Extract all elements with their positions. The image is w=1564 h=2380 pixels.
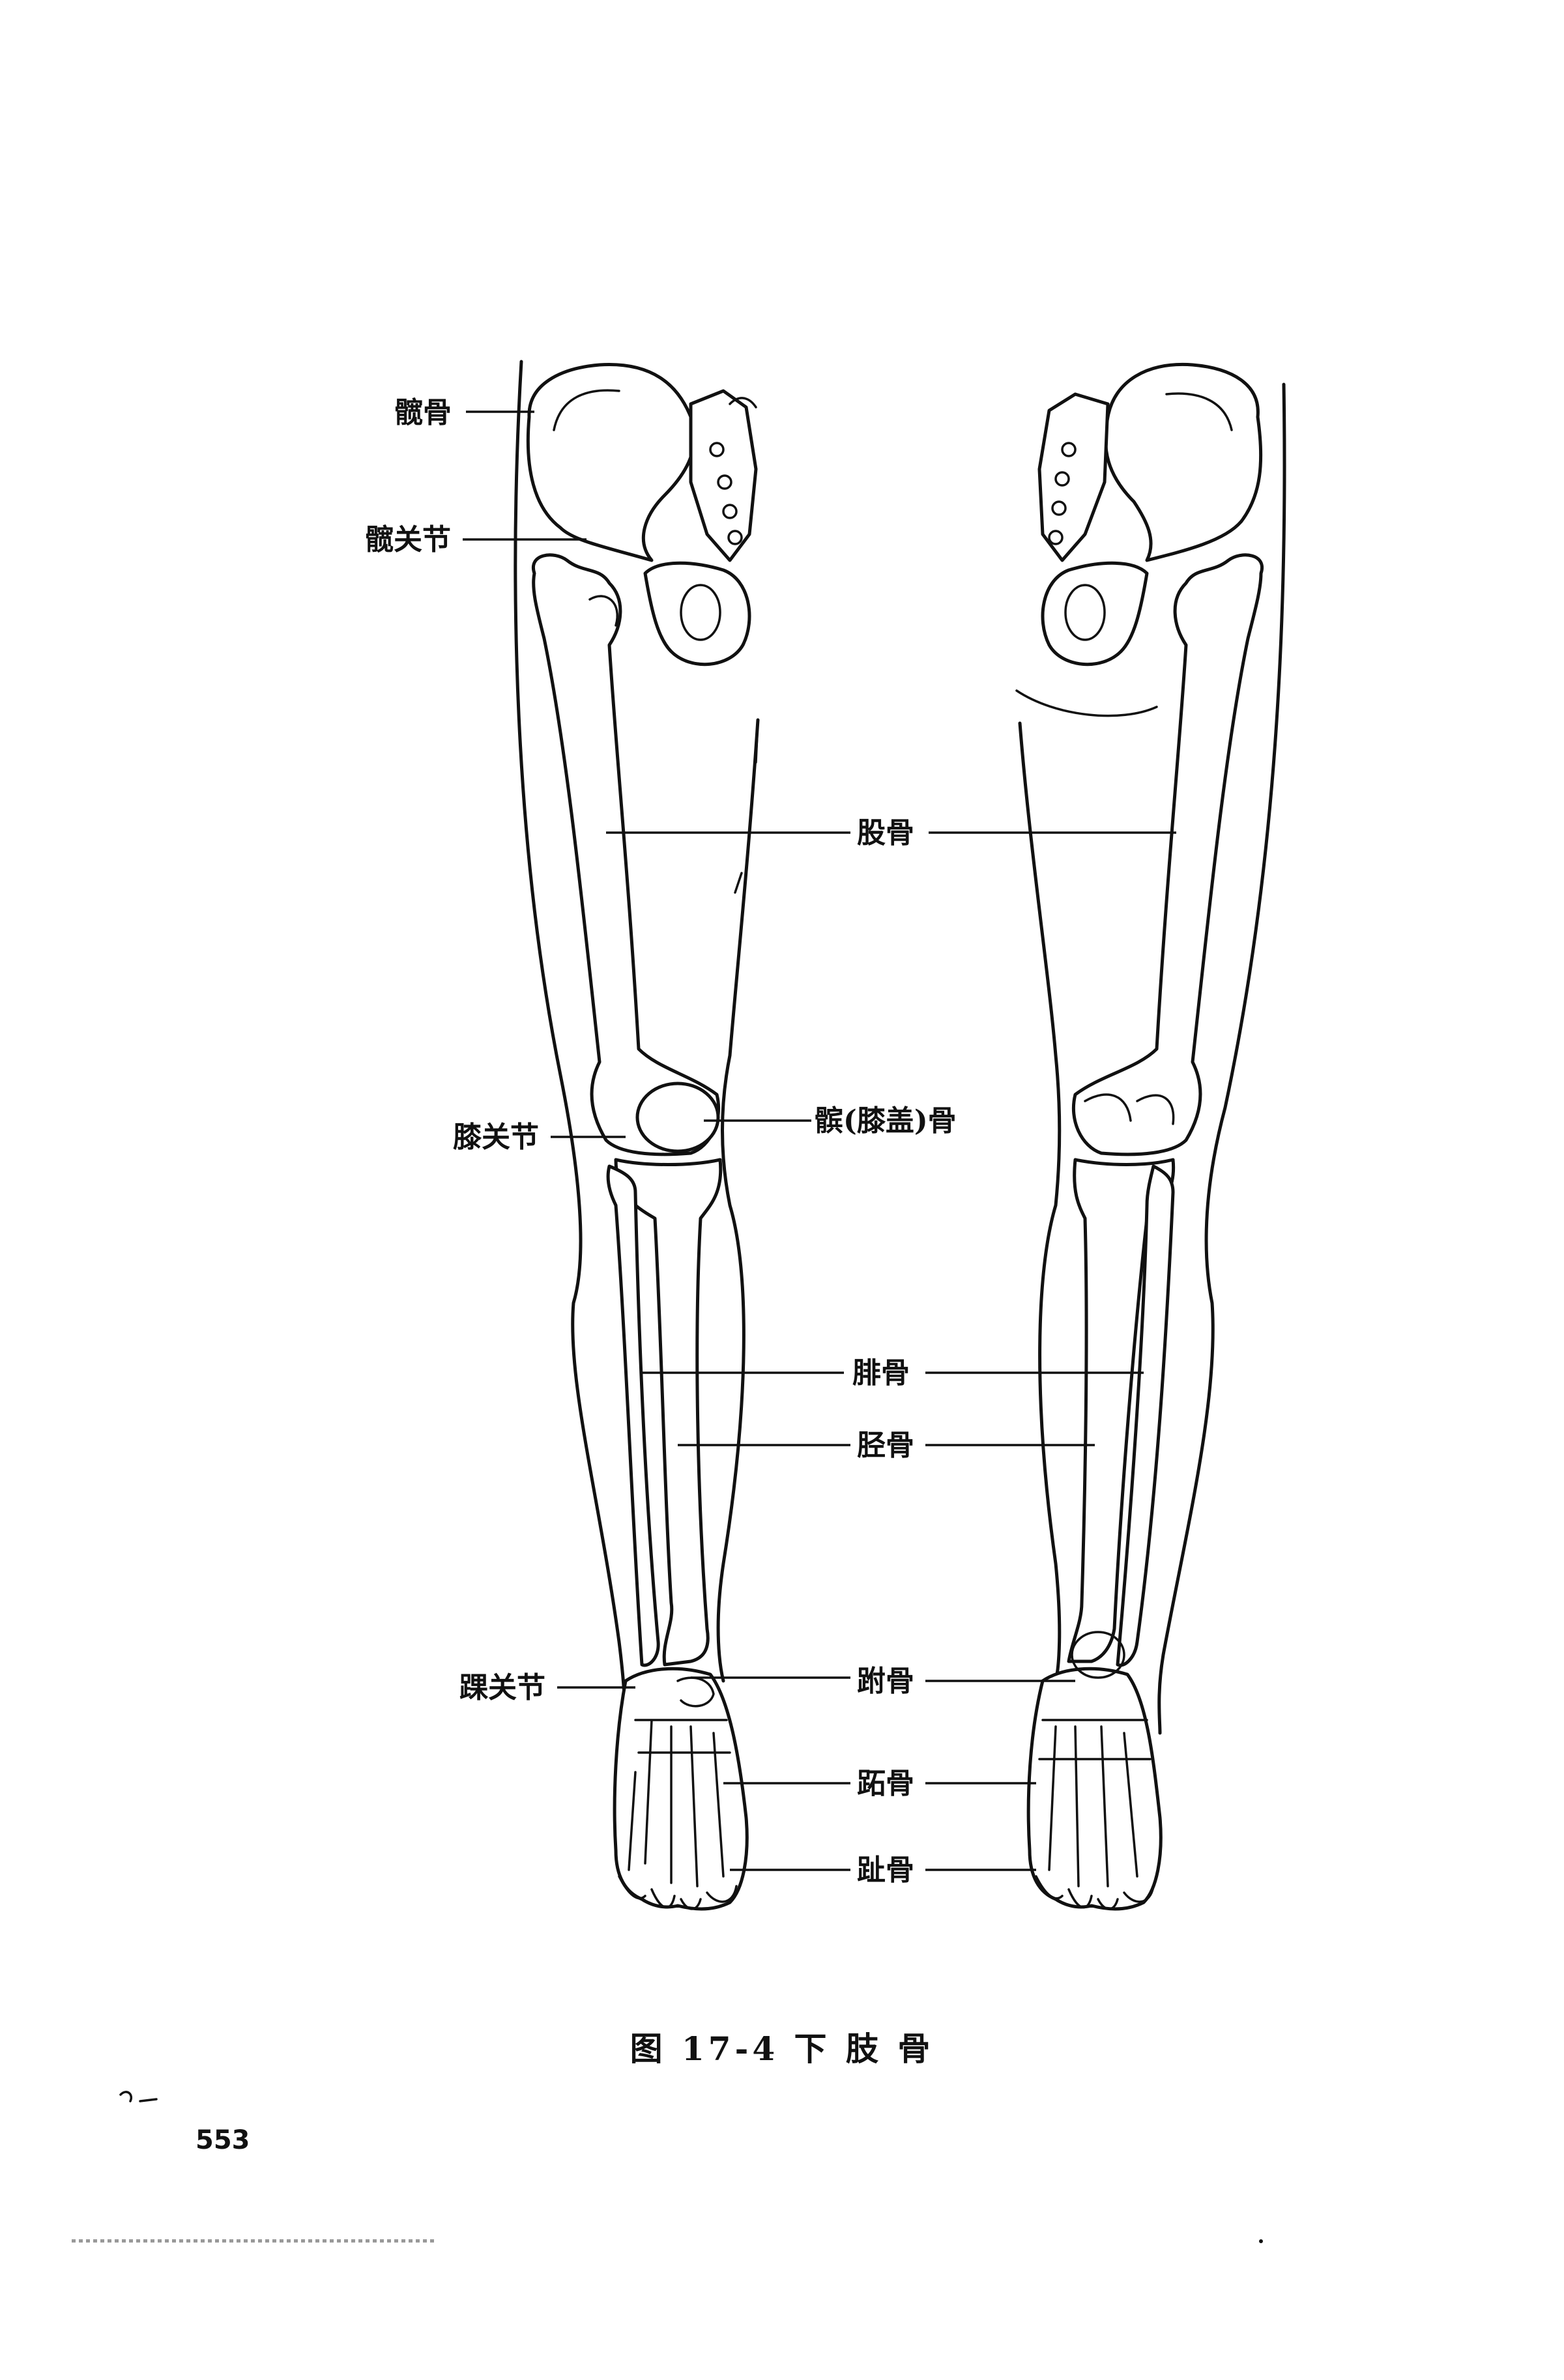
- label-ilium: 髋骨: [394, 396, 452, 429]
- left-ilium: [526, 363, 697, 562]
- page-number: 553: [195, 2125, 250, 2155]
- label-ankle-joint: 踝关节: [459, 1671, 545, 1704]
- leader-lines: [463, 410, 1176, 1871]
- label-femur: 股骨: [857, 816, 914, 850]
- label-patella: 髌(膝盖)骨: [815, 1104, 957, 1138]
- label-knee-joint: 膝关节: [453, 1121, 539, 1154]
- right-foot: [1026, 1667, 1163, 1911]
- right-femur: [1071, 553, 1264, 1156]
- left-leg-outer-outline: [514, 360, 628, 1722]
- right-pubis: [1041, 561, 1149, 667]
- right-leg-drawing: [1015, 362, 1286, 1911]
- left-foot: [613, 1667, 749, 1911]
- label-metatarsals: 跖骨: [857, 1767, 914, 1800]
- label-tarsals: 跗骨: [857, 1665, 914, 1698]
- label-hip-joint: 髋关节: [365, 523, 451, 556]
- left-tibia: [614, 1158, 723, 1667]
- left-leg-drawing: [514, 360, 760, 1911]
- label-fibula: 腓骨: [852, 1356, 910, 1390]
- left-fibula: [606, 1164, 660, 1667]
- left-patella: [635, 1082, 720, 1153]
- left-leg-inner-outline: [716, 718, 760, 1683]
- label-tibia: 胫骨: [857, 1429, 914, 1462]
- right-sacrum: [1037, 392, 1110, 562]
- right-ilium: [1103, 362, 1263, 562]
- bone-labels: 髋骨 髋关节 股骨 髌(膝盖)骨 膝关节 腓骨 胫骨 踝关节 跗骨 跖骨 趾骨: [365, 396, 957, 1887]
- label-phalanges: 趾骨: [857, 1854, 914, 1887]
- left-femur: [531, 553, 721, 1156]
- scan-noise-strip: [72, 2239, 437, 2243]
- left-pubis: [643, 561, 751, 667]
- scan-specks: [119, 2091, 1263, 2243]
- right-leg-outer-outline: [1157, 382, 1286, 1735]
- right-fibula: [1116, 1164, 1175, 1667]
- figure-caption: 图 17-4 下 肢 骨: [630, 2029, 934, 2068]
- right-leg-inner-outline: [1018, 721, 1062, 1683]
